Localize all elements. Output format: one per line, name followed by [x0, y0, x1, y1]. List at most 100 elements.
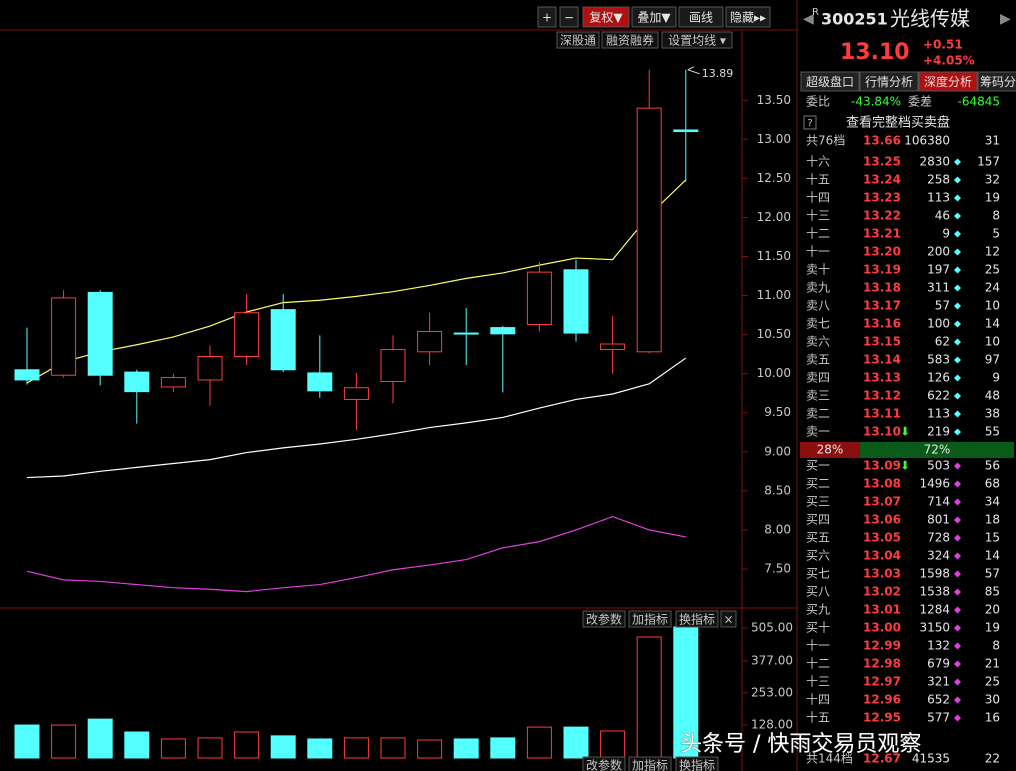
level-label: 十五	[806, 173, 830, 187]
indicator-button[interactable]: 换指标	[679, 758, 715, 771]
toolbar-link-bg[interactable]	[601, 31, 659, 49]
level-count: 10	[985, 335, 1000, 349]
level-count: 31	[985, 134, 1000, 148]
y-tick-label: 8.00	[764, 522, 791, 536]
toolbar-button-bg[interactable]	[678, 6, 724, 28]
indicator-button[interactable]: 加指标	[632, 612, 668, 627]
y-tick-label: 11.50	[757, 249, 791, 263]
level-dot	[953, 534, 962, 542]
level-count: 56	[985, 459, 1000, 473]
toolbar-button-bg[interactable]	[582, 6, 630, 28]
toolbar-button-bg[interactable]	[725, 6, 771, 28]
toolbar-button[interactable]: +	[542, 11, 552, 25]
panel-tab[interactable]: 筹码分	[980, 75, 1016, 89]
toolbar-link[interactable]: 深股通	[560, 34, 596, 48]
toolbar-button-bg[interactable]	[631, 6, 677, 28]
level-volume: 132	[927, 639, 950, 653]
level-label: 十五	[806, 711, 830, 725]
indicator-button-bg[interactable]	[628, 610, 672, 628]
level-label: 十四	[806, 191, 830, 205]
toolbar-button[interactable]: −	[564, 11, 574, 25]
indicator-button[interactable]: 改参数	[586, 758, 622, 771]
level-price: 13.06	[863, 513, 901, 527]
level-price: 13.19	[863, 263, 901, 277]
full-book-link[interactable]: 查看完整档买卖盘	[846, 115, 950, 131]
indicator-button[interactable]: ×	[723, 613, 733, 627]
order-diff-label: 委差	[908, 95, 932, 109]
level-count: 57	[985, 567, 1000, 581]
level-flag: ⬇	[900, 425, 910, 439]
indicator-button-bg[interactable]	[628, 756, 672, 771]
candle-body	[636, 107, 662, 353]
level-price: 13.09	[863, 459, 901, 473]
toolbar-button[interactable]: 叠加▼	[637, 11, 671, 25]
volume-bar	[160, 738, 186, 759]
toolbar-button[interactable]: 画线	[689, 11, 713, 25]
indicator-button-bg[interactable]	[582, 756, 626, 771]
help-box[interactable]	[803, 115, 817, 130]
volume-bar	[307, 738, 333, 759]
panel-tab-bg[interactable]	[859, 71, 919, 92]
toolbar-button[interactable]: 复权▼	[589, 11, 623, 25]
panel-tab-bg[interactable]	[977, 71, 1016, 92]
indicator-button-bg[interactable]	[675, 610, 719, 628]
order-ratio: -43.84%	[851, 95, 901, 109]
level-volume: 106380	[904, 134, 950, 148]
level-volume: 2830	[919, 155, 950, 169]
candle-body	[490, 327, 516, 335]
toolbar-button-bg[interactable]	[537, 6, 557, 28]
level-count: 8	[992, 639, 1000, 653]
high-pointer	[687, 66, 700, 75]
toolbar-button-bg[interactable]	[559, 6, 579, 28]
candle-body	[343, 387, 369, 400]
level-label: 买三	[806, 495, 830, 509]
indicator-button-bg[interactable]	[582, 610, 626, 628]
panel-tab[interactable]: 深度分析	[924, 74, 972, 89]
level-dot	[953, 480, 962, 488]
indicator-button-bg[interactable]	[720, 610, 737, 628]
level-dot	[953, 356, 962, 364]
y-tick-label: 7.50	[764, 561, 791, 575]
help[interactable]: ?	[807, 118, 812, 129]
y-tick-label: 9.50	[764, 405, 791, 419]
high-label: 13.89	[702, 67, 734, 80]
panel-tab[interactable]: 超级盘口	[806, 74, 854, 89]
level-volume: 57	[935, 299, 950, 313]
toolbar-link-bg[interactable]	[556, 31, 600, 49]
level-volume: 200	[927, 245, 950, 259]
indicator-button[interactable]: 改参数	[586, 612, 622, 627]
level-dot	[953, 714, 962, 722]
level-count: 25	[985, 675, 1000, 689]
panel-tab-bg[interactable]	[918, 71, 978, 92]
level-volume: 679	[927, 657, 950, 671]
level-count: 24	[985, 281, 1000, 295]
level-volume: 62	[935, 335, 950, 349]
toolbar-link-bg[interactable]	[661, 31, 733, 49]
volume-bar	[563, 726, 589, 759]
level-label: 卖四	[806, 371, 830, 385]
indicator-button-bg[interactable]	[675, 756, 719, 771]
level-price: 12.97	[863, 675, 901, 689]
level-price: 12.99	[863, 639, 901, 653]
level-volume: 113	[927, 407, 950, 421]
volume-bar	[87, 718, 113, 759]
level-price: 12.98	[863, 657, 901, 671]
level-label: 买九	[806, 603, 830, 617]
panel-tab-bg[interactable]	[800, 71, 860, 92]
moving-average	[26, 179, 687, 384]
level-price: 13.23	[863, 191, 901, 205]
indicator-button[interactable]: 加指标	[632, 758, 668, 771]
toolbar-button[interactable]: 隐藏▸▸	[730, 11, 766, 25]
toolbar-link[interactable]: 融资融券	[606, 33, 654, 48]
level-label: 十二	[806, 227, 830, 241]
level-price: 13.02	[863, 585, 901, 599]
panel-tab[interactable]: 行情分析	[865, 75, 913, 89]
y-tick-label: 505.00	[751, 620, 793, 634]
toolbar-link[interactable]: 设置均线 ▾	[668, 34, 726, 48]
level-volume: 197	[927, 263, 950, 277]
level-dot	[953, 624, 962, 632]
level-dot	[953, 642, 962, 650]
level-count: 14	[985, 549, 1000, 563]
indicator-button[interactable]: 换指标	[679, 612, 715, 627]
